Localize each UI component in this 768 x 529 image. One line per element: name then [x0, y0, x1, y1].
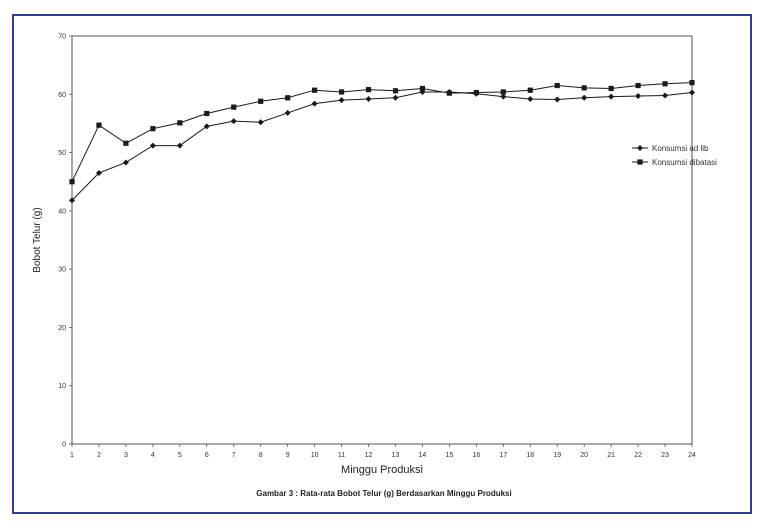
data-point-square [231, 104, 237, 110]
x-tick-label: 8 [259, 452, 263, 459]
y-tick-label: 20 [58, 325, 66, 332]
data-point-square [150, 126, 156, 132]
x-tick-label: 16 [472, 452, 480, 459]
data-point-square [204, 110, 210, 117]
data-point-diamond [637, 145, 643, 151]
data-point-diamond [176, 142, 183, 149]
y-tick-label: 30 [58, 267, 66, 274]
x-axis-title: Minggu Produksi [341, 464, 423, 476]
data-point-diamond [527, 95, 534, 102]
x-tick-label: 18 [526, 452, 534, 459]
data-point-diamond [149, 142, 156, 149]
x-tick-label: 22 [634, 452, 642, 459]
legend-item: Konsumsi ad lib [632, 144, 709, 153]
y-tick-label: 60 [58, 92, 66, 99]
data-point-square [365, 87, 372, 93]
data-point-diamond [608, 93, 615, 100]
data-point-square [637, 159, 643, 165]
y-tick-label: 40 [58, 208, 66, 215]
legend-label: Konsumsi ad lib [652, 144, 709, 153]
x-tick-label: 12 [365, 452, 373, 459]
data-point-diamond [95, 169, 102, 176]
figure-caption: Gambar 3 : Rata-rata Bobot Telur (g) Ber… [256, 489, 512, 498]
data-point-diamond [662, 92, 669, 99]
x-tick-label: 11 [338, 452, 345, 459]
data-point-square [392, 88, 399, 94]
x-tick-label: 3 [124, 452, 128, 459]
series-line [71, 82, 693, 182]
x-tick-label: 4 [151, 452, 155, 459]
chart-frame [12, 14, 752, 514]
x-tick-label: 10 [311, 452, 319, 459]
data-point-square [419, 85, 426, 92]
data-point-square [312, 87, 318, 93]
series-line [71, 91, 693, 201]
data-point-square [608, 85, 614, 92]
data-point-diamond [69, 197, 75, 204]
plot-area [71, 35, 693, 445]
data-point-square [581, 85, 587, 91]
data-point-square [123, 140, 129, 146]
y-tick-label: 50 [58, 150, 66, 157]
data-point-square [69, 179, 75, 185]
x-tick-label: 17 [499, 452, 507, 459]
x-tick-label: 23 [661, 452, 669, 459]
data-point-square [338, 89, 345, 95]
legend-label: Konsumsi dibatasi [652, 158, 717, 167]
plot-border [71, 35, 693, 445]
data-point-square [662, 81, 668, 87]
data-point-square [635, 82, 641, 89]
x-tick-label: 13 [392, 452, 400, 459]
x-tick-label: 7 [232, 452, 236, 459]
x-tick-label: 6 [205, 452, 209, 459]
data-point-diamond [392, 94, 399, 101]
data-point-square [554, 82, 560, 89]
series-1 [69, 88, 695, 204]
data-point-diamond [203, 123, 210, 130]
y-tick-label: 10 [58, 383, 66, 390]
data-point-diamond [635, 93, 642, 100]
data-point-diamond [581, 94, 588, 101]
x-tick-label: 2 [97, 452, 101, 459]
data-point-square [177, 120, 183, 126]
data-point-diamond [500, 93, 507, 100]
legend-item: Konsumsi dibatasi [632, 158, 717, 167]
data-point-diamond [365, 95, 372, 102]
data-point-square [96, 122, 102, 128]
data-point-square [500, 89, 506, 95]
data-point-square [473, 89, 479, 96]
data-point-square [258, 98, 264, 104]
data-point-square [527, 87, 533, 93]
series-layer [69, 80, 695, 204]
x-tick-label: 15 [445, 452, 453, 459]
data-point-diamond [554, 96, 561, 103]
y-axis-title: Bobot Telur (g) [32, 207, 43, 272]
data-point-diamond [122, 159, 129, 166]
series-2 [69, 80, 695, 185]
data-point-square [446, 90, 452, 96]
data-point-square [689, 80, 695, 86]
x-tick-label: 24 [688, 452, 696, 459]
data-point-square [285, 95, 291, 101]
data-point-diamond [230, 118, 237, 125]
x-tick-label: 9 [286, 452, 290, 459]
x-tick-label: 14 [419, 452, 427, 459]
data-point-diamond [311, 100, 318, 107]
data-point-diamond [257, 119, 264, 126]
x-tick-label: 20 [580, 452, 588, 459]
legend: Konsumsi ad lib Konsumsi dibatasi [632, 144, 717, 167]
y-tick-label: 70 [58, 34, 66, 41]
x-tick-label: 1 [70, 452, 74, 459]
x-tick-label: 19 [553, 452, 561, 459]
x-tick-label: 21 [607, 452, 615, 459]
y-tick-label: 0 [62, 442, 66, 449]
data-point-diamond [284, 109, 291, 116]
x-tick-label: 5 [178, 452, 182, 459]
data-point-diamond [689, 89, 695, 96]
data-point-diamond [338, 97, 345, 104]
